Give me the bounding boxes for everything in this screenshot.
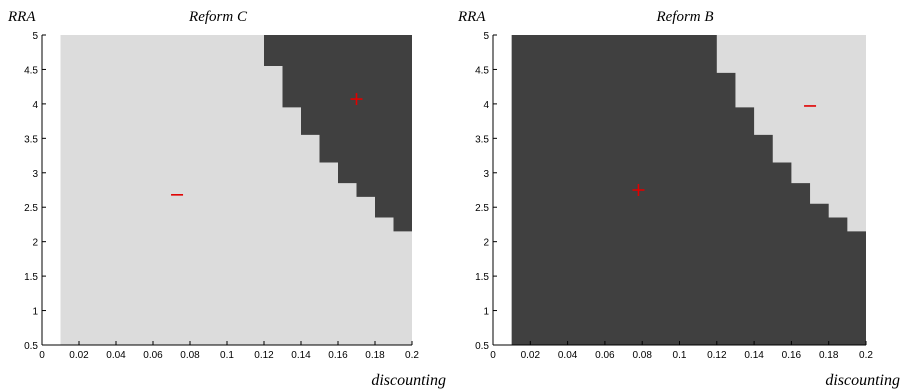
y-tick-label: 4.5 bbox=[475, 65, 489, 76]
x-tick-label: 0.1 bbox=[673, 350, 687, 361]
x-tick-label: 0.06 bbox=[143, 350, 163, 361]
minus-marker: − bbox=[804, 105, 817, 107]
x-axis-label: discounting bbox=[825, 372, 900, 389]
heatmap-region bbox=[264, 35, 412, 232]
y-tick-label: 0.5 bbox=[475, 341, 489, 352]
x-tick-label: 0.12 bbox=[707, 350, 727, 361]
x-tick-label: 0.14 bbox=[744, 350, 764, 361]
y-tick-label: 3 bbox=[483, 169, 489, 180]
y-tick-label: 4 bbox=[483, 100, 489, 111]
y-tick-label: 2 bbox=[483, 238, 489, 249]
y-tick-label: 1 bbox=[483, 307, 489, 318]
x-tick-label: 0 bbox=[39, 350, 45, 361]
x-tick-label: 0.16 bbox=[782, 350, 802, 361]
x-tick-label: 0.2 bbox=[859, 350, 873, 361]
y-axis-label: RRA bbox=[7, 9, 36, 25]
x-tick-label: 0.2 bbox=[405, 350, 419, 361]
y-tick-label: 2.5 bbox=[24, 203, 38, 214]
chart-title: Reform B bbox=[655, 9, 713, 25]
x-tick-label: 0.06 bbox=[595, 350, 615, 361]
y-tick-label: 3 bbox=[32, 169, 38, 180]
minus-marker: − bbox=[171, 194, 184, 196]
x-tick-label: 0.02 bbox=[69, 350, 89, 361]
x-tick-label: 0.18 bbox=[365, 350, 385, 361]
y-tick-label: 3.5 bbox=[24, 134, 38, 145]
y-tick-label: 5 bbox=[32, 31, 38, 42]
y-axis-label: RRA bbox=[457, 9, 486, 25]
y-tick-label: 1.5 bbox=[475, 272, 489, 283]
x-tick-label: 0.02 bbox=[521, 350, 541, 361]
x-tick-label: 0.04 bbox=[558, 350, 578, 361]
x-tick-label: 0.16 bbox=[328, 350, 348, 361]
heatmap-region bbox=[716, 35, 866, 232]
y-tick-label: 4.5 bbox=[24, 65, 38, 76]
x-tick-label: 0.14 bbox=[291, 350, 311, 361]
chart-panel-1: 0 0.02 0.04 0.06 0.08 0.1 0.12 0.14 0.16 0.18 0.2 0… bbox=[7, 9, 446, 389]
y-tick-label: 4 bbox=[32, 100, 38, 111]
x-tick-label: 0.18 bbox=[819, 350, 839, 361]
x-tick-label: 0.08 bbox=[180, 350, 200, 361]
x-tick-label: 0.1 bbox=[220, 350, 234, 361]
chart-panel-2: 0 0.02 0.04 0.06 0.08 0.1 0.12 0.14 0.16 0.18 0.2 0… bbox=[457, 9, 900, 389]
x-tick-label: 0 bbox=[490, 350, 496, 361]
y-tick-label: 1.5 bbox=[24, 272, 38, 283]
x-tick-label: 0.12 bbox=[254, 350, 274, 361]
plus-marker: + bbox=[632, 184, 645, 196]
y-tick-label: 5 bbox=[483, 31, 489, 42]
y-tick-label: 2 bbox=[32, 238, 38, 249]
plus-marker: + bbox=[350, 93, 363, 106]
x-axis-label: discounting bbox=[371, 372, 446, 389]
x-tick-label: 0.08 bbox=[632, 350, 652, 361]
y-tick-label: 0.5 bbox=[24, 341, 38, 352]
x-tick-label: 0.04 bbox=[106, 350, 126, 361]
y-tick-label: 1 bbox=[32, 307, 38, 318]
y-tick-label: 2.5 bbox=[475, 203, 489, 214]
chart-title: Reform C bbox=[188, 9, 248, 25]
y-tick-label: 3.5 bbox=[475, 134, 489, 145]
